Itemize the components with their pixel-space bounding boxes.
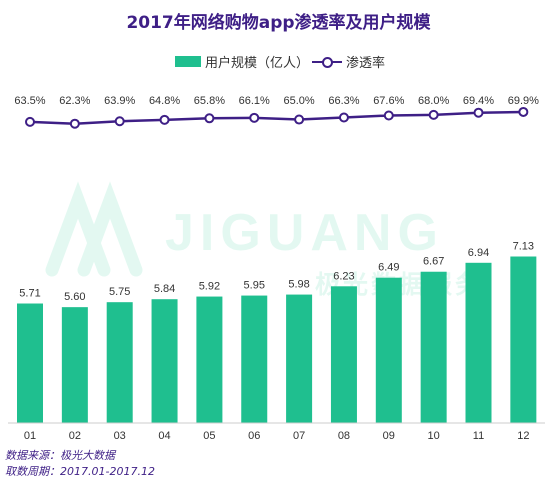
chart-title: 2017年网络购物app渗透率及用户规模 xyxy=(126,13,431,33)
line-point xyxy=(114,116,125,127)
line-point xyxy=(518,106,529,117)
line-value-label: 62.3% xyxy=(59,95,90,107)
bar-02 xyxy=(61,307,88,423)
bar-01 xyxy=(17,303,43,423)
bar-value-label: 6.49 xyxy=(378,262,399,274)
line-value-label: 63.9% xyxy=(104,95,135,107)
x-tick-label: 05 xyxy=(203,430,215,442)
line-value-label: 66.3% xyxy=(328,95,359,107)
x-tick-label: 10 xyxy=(428,430,440,442)
bar-value-label: 5.71 xyxy=(19,288,40,300)
bar-value-label: 5.95 xyxy=(244,280,265,292)
source-text: 数据来源：极光大数据 xyxy=(5,449,115,462)
line-point xyxy=(249,112,260,123)
legend-item-bar: 用户规模（亿人） xyxy=(175,52,309,71)
bar-value-label: 5.84 xyxy=(154,283,175,295)
watermark-brand: JIGUANG xyxy=(165,204,444,262)
line-point xyxy=(69,118,80,129)
line-point xyxy=(473,107,484,118)
penetration-line xyxy=(29,110,524,125)
x-tick-label: 08 xyxy=(338,430,350,442)
line-value-label: 63.5% xyxy=(14,95,45,107)
bar-value-label: 5.92 xyxy=(199,281,220,293)
bar-value-label: 6.94 xyxy=(468,247,489,259)
x-tick-label: 07 xyxy=(293,430,305,442)
line-point xyxy=(294,114,305,125)
bar-09 xyxy=(375,277,402,423)
bar-value-label: 6.67 xyxy=(423,256,444,268)
legend-label-bar: 用户规模（亿人） xyxy=(205,56,310,71)
bar-value-label: 5.60 xyxy=(64,291,85,303)
line-point xyxy=(338,112,349,123)
x-tick-label: 06 xyxy=(248,430,260,442)
x-tick-label: 03 xyxy=(114,430,126,442)
line-value-label: 65.8% xyxy=(194,95,225,107)
line-value-label: 69.9% xyxy=(508,95,539,107)
period-text: 取数周期：2017.01-2017.12 xyxy=(5,465,155,478)
x-tick-label: 04 xyxy=(158,430,170,442)
chart-legend: 用户规模（亿人） 渗透率 xyxy=(0,52,557,72)
bar-11 xyxy=(465,262,492,423)
x-tick-label: 02 xyxy=(69,430,81,442)
bar-07 xyxy=(286,294,313,423)
x-tick-label: 09 xyxy=(383,430,395,442)
line-point xyxy=(25,116,35,127)
line-value-label: 69.4% xyxy=(463,95,494,107)
bar-06 xyxy=(241,295,268,423)
bar-value-label: 5.98 xyxy=(288,279,309,291)
line-value-label: 66.1% xyxy=(239,95,270,107)
line-value-label: 65.0% xyxy=(283,95,314,107)
bar-value-label: 7.13 xyxy=(513,241,534,253)
watermark-logo-icon xyxy=(45,181,143,277)
line-point xyxy=(383,110,394,121)
legend-item-line: 渗透率 xyxy=(312,52,385,71)
bar-05 xyxy=(196,296,223,423)
watermark: JIGUANG 极光数据服务 xyxy=(45,181,480,299)
bar-08 xyxy=(330,286,357,423)
line-point xyxy=(428,109,439,120)
legend-label-line: 渗透率 xyxy=(346,56,386,71)
line-point xyxy=(204,113,215,124)
x-tick-label: 01 xyxy=(24,430,36,442)
bar-04 xyxy=(151,299,178,423)
line-value-label: 68.0% xyxy=(418,95,449,107)
bar-value-label: 5.75 xyxy=(109,286,130,298)
x-tick-label: 12 xyxy=(517,430,529,442)
bar-03 xyxy=(106,302,133,423)
bar-10 xyxy=(420,271,447,423)
bar-12 xyxy=(510,256,537,423)
line-value-label: 67.6% xyxy=(373,95,404,107)
legend-swatch-bar xyxy=(175,56,201,67)
line-value-label: 64.8% xyxy=(149,95,180,107)
legend-swatch-line xyxy=(312,56,342,68)
line-point xyxy=(159,114,170,125)
bar-value-label: 6.23 xyxy=(333,270,354,282)
x-tick-label: 11 xyxy=(473,430,484,442)
